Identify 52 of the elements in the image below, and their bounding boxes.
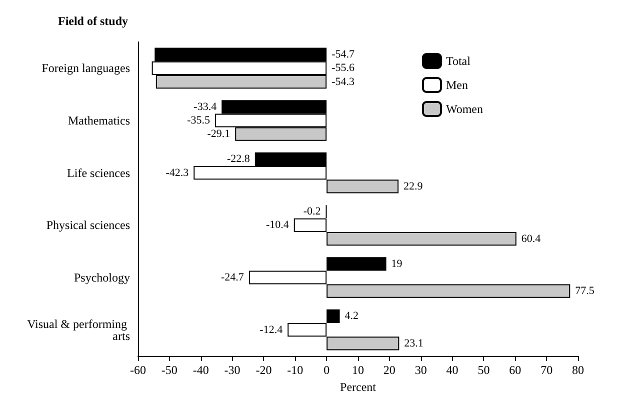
- data-label: 60.4: [521, 232, 542, 245]
- data-label: -42.3: [166, 166, 190, 179]
- legend-label: Women: [446, 102, 484, 116]
- data-label: 77.5: [575, 285, 595, 298]
- data-label: -54.7: [332, 48, 355, 61]
- x-tick-label: -10: [287, 363, 304, 377]
- bar: [326, 309, 340, 324]
- x-tick-label: 10: [352, 363, 364, 377]
- x-tick-label: 40: [446, 363, 458, 377]
- x-tick-label: 80: [572, 363, 584, 377]
- data-label: 4.2: [344, 310, 359, 322]
- bar: [326, 284, 570, 298]
- x-tick-label: 20: [383, 363, 396, 377]
- bar: [326, 180, 399, 194]
- y-axis-title: Field of study: [58, 14, 128, 28]
- data-label: -35.5: [187, 114, 210, 126]
- data-label: -22.8: [226, 153, 250, 166]
- x-tick-label: -50: [161, 363, 178, 377]
- x-tick-label: 0: [324, 363, 330, 377]
- data-label: -0.2: [303, 206, 321, 218]
- x-tick-label: -40: [192, 363, 209, 377]
- data-label: -29.1: [207, 128, 230, 140]
- y-tick-label: Psychology: [74, 270, 130, 284]
- y-tick-label: Foreign languages: [42, 61, 130, 76]
- x-tick-label: 70: [540, 363, 553, 377]
- y-tick-label: Mathematics: [68, 114, 130, 128]
- x-tick-label: 50: [478, 363, 490, 377]
- data-label: -10.4: [266, 219, 290, 232]
- bar: [326, 257, 386, 271]
- data-label: 19: [391, 258, 403, 270]
- x-tick-label: -30: [224, 363, 240, 377]
- data-label: 23.1: [404, 337, 424, 350]
- data-label: -54.3: [332, 76, 355, 88]
- x-axis-title: Percent: [340, 380, 377, 394]
- y-tick-label: Physical sciences: [46, 218, 130, 232]
- bar: [248, 270, 327, 284]
- x-tick-label: 60: [509, 363, 522, 377]
- bar: [288, 323, 327, 337]
- data-label: -33.4: [194, 100, 218, 113]
- data-label: -55.6: [332, 62, 355, 74]
- y-tick-label: Visual & performing arts: [27, 316, 130, 343]
- bar: [326, 336, 400, 350]
- x-tick-label: -20: [256, 363, 272, 377]
- bar: [326, 232, 516, 246]
- data-label: -12.4: [260, 324, 284, 336]
- data-label: -24.7: [221, 272, 244, 284]
- x-tick-label: 30: [414, 363, 427, 377]
- y-tick-label: Life sciences: [67, 166, 130, 180]
- legend-label: Men: [446, 78, 468, 92]
- legend-label: Total: [446, 54, 472, 68]
- data-label: 22.9: [404, 180, 424, 192]
- x-tick-label: -60: [130, 363, 146, 377]
